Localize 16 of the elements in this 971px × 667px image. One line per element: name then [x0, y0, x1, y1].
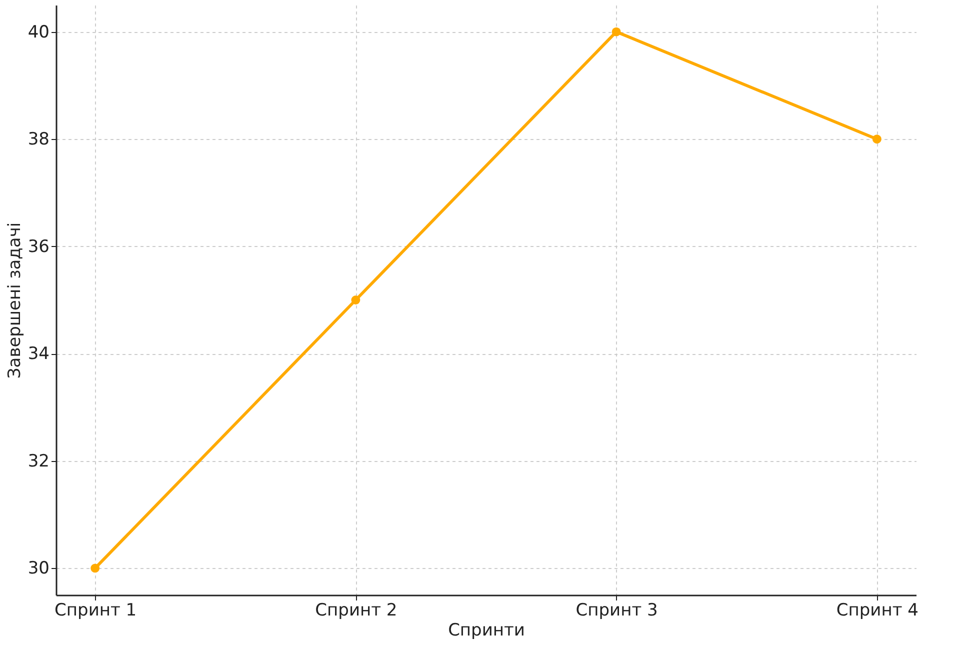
x-tick-label: Спринт 2 [315, 600, 398, 620]
x-tick-label: Спринт 4 [836, 600, 918, 620]
y-tick-label: 30 [28, 558, 50, 579]
y-tick-label: 36 [28, 236, 50, 257]
point [872, 134, 882, 144]
point [612, 27, 621, 36]
y-tick-label: 38 [28, 130, 50, 150]
x-axis-title: Спринти [448, 620, 525, 640]
y-tick-label: 32 [28, 451, 50, 472]
y-tick-label: 40 [28, 22, 50, 42]
y-tick-label: 34 [28, 344, 50, 364]
x-tick-label: Спринт 3 [576, 600, 658, 620]
y-axis-title: Завершені задачі [4, 222, 25, 379]
point [351, 296, 360, 304]
point [90, 564, 100, 573]
x-tick-label: Спринт 1 [54, 600, 137, 620]
